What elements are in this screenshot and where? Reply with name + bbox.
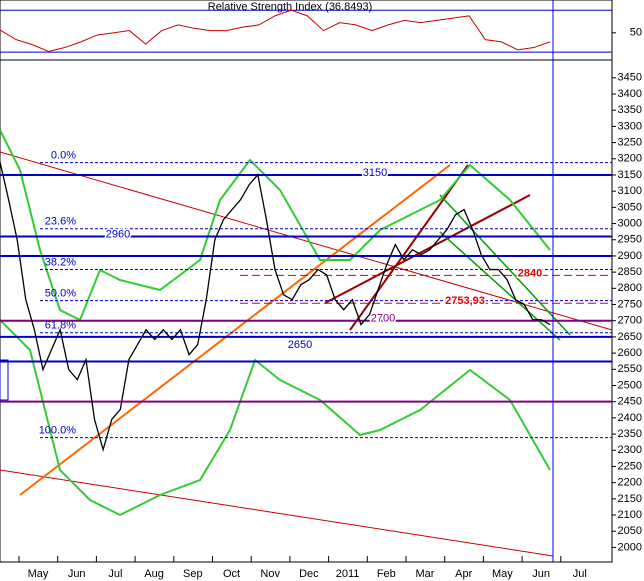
y-tick-label: 2150	[618, 493, 642, 505]
y-tick-label: 3150	[618, 169, 642, 181]
y-tick-label: 2550	[618, 363, 642, 375]
level-label: 3150	[363, 167, 387, 179]
x-tick-label: Nov	[260, 568, 280, 580]
x-tick-label: May	[28, 568, 49, 580]
fib-label: 50.0%	[45, 288, 76, 300]
y-tick-label: 3400	[618, 88, 642, 100]
level-label: 2960	[106, 228, 130, 240]
fib-label: 38.2%	[45, 256, 76, 268]
x-tick-label: Mar	[416, 568, 435, 580]
channel	[324, 194, 531, 304]
y-tick-label: 2000	[618, 541, 642, 553]
y-tick-label: 3250	[618, 136, 642, 148]
x-tick-label: Feb	[377, 568, 396, 580]
x-tick-label: Jul	[573, 568, 587, 580]
y-tick-label: 2900	[618, 250, 642, 262]
x-tick-label: 2011	[336, 568, 360, 580]
y-tick-label: 2400	[618, 412, 642, 424]
y-tick-label: 2500	[618, 379, 642, 391]
box	[0, 359, 9, 401]
band-lower	[0, 319, 551, 517]
level-label: 2700	[371, 313, 395, 325]
y-tick-label: 50	[630, 27, 642, 39]
x-tick-label: Aug	[144, 568, 164, 580]
price-line	[0, 9, 551, 53]
y-tick-label: 3200	[618, 153, 642, 165]
y-tick-label: 2100	[618, 509, 642, 521]
x-tick-label: Jul	[108, 568, 122, 580]
y-tick-label: 2950	[618, 234, 642, 246]
x-tick-label: Oct	[223, 568, 240, 580]
y-tick-label: 2250	[618, 460, 642, 472]
y-tick-label: 3050	[618, 201, 642, 213]
fib-label: 61.8%	[45, 320, 76, 332]
trendline	[0, 469, 554, 557]
y-tick-label: 2450	[618, 396, 642, 408]
y-tick-label: 2300	[618, 444, 642, 456]
y-tick-label: 2850	[618, 266, 642, 278]
y-tick-label: 3100	[618, 185, 642, 197]
level-label: 2840	[518, 267, 542, 279]
fib-label: 23.6%	[45, 216, 76, 228]
y-tick-label: 3300	[618, 120, 642, 132]
price-line	[0, 161, 551, 452]
channel	[349, 164, 469, 331]
level-label: 2650	[288, 339, 312, 351]
y-tick-label: 3000	[618, 217, 642, 229]
overlays	[0, 0, 613, 562]
level-label: 2753,93	[445, 295, 485, 307]
x-tick-label: Jun	[532, 568, 550, 580]
y-tick-label: 2650	[618, 331, 642, 343]
y-tick-label: 3450	[618, 72, 642, 84]
y-tick-label: 2350	[618, 428, 642, 440]
y-tick-label: 2200	[618, 477, 642, 489]
band-upper	[0, 129, 551, 322]
x-tick-label: Sep	[183, 568, 203, 580]
x-tick-label: Jun	[68, 568, 86, 580]
y-tick-label: 2750	[618, 298, 642, 310]
y-tick-label: 3350	[618, 104, 642, 116]
x-tick-label: Dec	[299, 568, 319, 580]
x-tick-label: Apr	[455, 568, 472, 580]
fib-label: 100.0%	[39, 425, 77, 437]
channel	[439, 194, 571, 336]
y-tick-label: 2800	[618, 282, 642, 294]
y-tick-label: 2050	[618, 525, 642, 537]
y-tick-label: 2600	[618, 347, 642, 359]
x-tick-label: May	[492, 568, 513, 580]
y-tick-label: 2700	[618, 315, 642, 327]
fib-label: 0.0%	[51, 150, 76, 162]
channel	[439, 231, 561, 341]
trendline	[19, 164, 451, 496]
